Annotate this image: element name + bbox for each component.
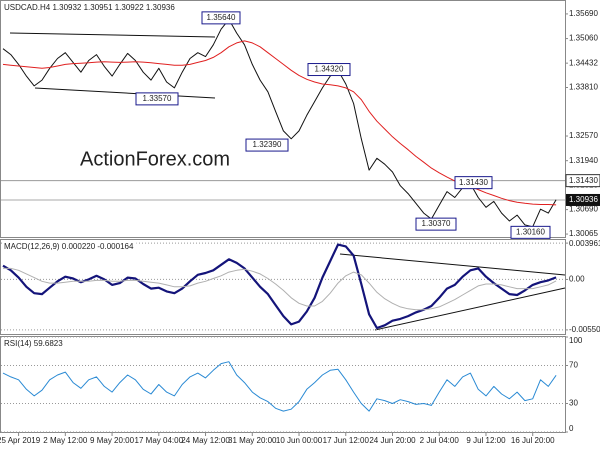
triangle-bottom — [374, 287, 566, 331]
series-line — [3, 267, 557, 311]
x-tick-label: 17 May 04:00 — [135, 436, 184, 445]
y-tick-label: 1.30690 — [569, 205, 598, 214]
current-box — [566, 193, 600, 206]
y-tick-label: 1.30065 — [569, 229, 598, 238]
macd-panel — [0, 239, 566, 335]
level-label: 1.31430 — [569, 176, 598, 185]
panel-title: MACD(12,26,9) 0.000220 -0.000164 — [4, 242, 134, 251]
x-tick-label: 17 Jun 12:00 — [323, 436, 370, 445]
channel-top — [9, 32, 216, 38]
annotation-box — [245, 138, 289, 152]
y-tick-label: 70 — [569, 361, 578, 370]
y-tick-label: 30 — [569, 399, 578, 408]
x-tick-label: 24 Jun 20:00 — [369, 436, 416, 445]
x-tick-label: 2 Jul 04:00 — [420, 436, 460, 445]
annotation-box — [307, 63, 351, 77]
channel-bottom — [34, 87, 216, 99]
x-tick-label: 9 Jul 12:00 — [466, 436, 506, 445]
triangle-top — [339, 253, 566, 276]
title-bg — [2, 338, 66, 349]
annotation-box — [510, 225, 551, 239]
y-tick-label: 1.32570 — [569, 131, 598, 140]
annotation-label: 1.31430 — [459, 178, 488, 187]
y-tick-label: 0 — [569, 424, 574, 433]
series-line — [2, 361, 557, 412]
x-tick-label: 2 May 12:00 — [43, 436, 88, 445]
annotation-box — [201, 11, 241, 25]
panel-title: RSI(14) 59.6823 — [4, 339, 63, 348]
x-tick-label: 24 May 12:00 — [181, 436, 230, 445]
annotation-label: 1.30160 — [516, 227, 545, 236]
series-line — [2, 243, 557, 330]
y-tick-label: 1.33810 — [569, 83, 598, 92]
annotation-box — [135, 92, 179, 106]
trend-lines — [9, 32, 566, 331]
y-tick-label: 1.35060 — [569, 34, 598, 43]
y-tick-label: 0.003961 — [569, 239, 600, 248]
y-tick-label: 1.34432 — [569, 58, 598, 67]
y-tick-label: 0.00 — [569, 275, 585, 284]
annotation-label: 1.35640 — [207, 13, 236, 22]
price-panel — [0, 0, 566, 238]
title-bg — [2, 241, 137, 252]
current-label: 1.30936 — [569, 195, 598, 204]
panel-title: USDCAD.H4 1.30932 1.30951 1.30922 1.3093… — [4, 3, 175, 12]
annotation-label: 1.30370 — [422, 219, 451, 228]
title-bg — [2, 2, 178, 13]
watermark: ActionForex.com — [80, 148, 230, 170]
x-tick-label: 31 May 20:00 — [228, 436, 277, 445]
level-box — [565, 174, 600, 188]
y-tick-label: -0.005503 — [569, 325, 600, 334]
x-tick-label: 16 Jul 20:00 — [511, 436, 555, 445]
y-tick-label: 1.35690 — [569, 9, 598, 18]
annotation-label: 1.34320 — [315, 65, 344, 74]
y-tick-label: 100 — [569, 336, 583, 345]
annotation-label: 1.32390 — [253, 140, 282, 149]
annotation-label: 1.33570 — [143, 94, 172, 103]
x-tick-label: 10 Jun 00:00 — [276, 436, 323, 445]
annotation-box — [415, 217, 457, 231]
annotation-box — [454, 176, 493, 190]
x-tick-label: 25 Apr 2019 — [0, 436, 41, 445]
x-tick-label: 9 May 20:00 — [90, 436, 135, 445]
y-tick-label: 1.31940 — [569, 156, 598, 165]
